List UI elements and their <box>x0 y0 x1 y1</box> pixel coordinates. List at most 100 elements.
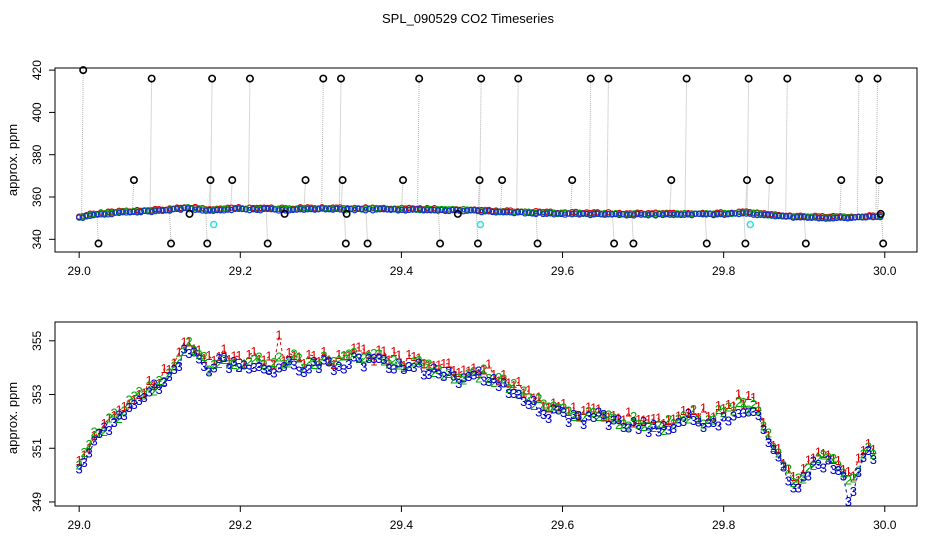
series-marker-3: 3 <box>830 462 837 477</box>
spike-line <box>365 209 369 244</box>
series-marker-3: 3 <box>845 494 852 509</box>
series-marker-1: 1 <box>290 348 297 363</box>
series-marker-1: 1 <box>175 344 182 359</box>
data-point <box>286 207 293 214</box>
series-marker-1: 1 <box>600 410 607 425</box>
series-marker-1: 1 <box>170 355 177 370</box>
series-marker-1: 1 <box>610 408 617 423</box>
series-marker-1: 1 <box>490 367 497 382</box>
series-marker-1: 1 <box>370 354 377 369</box>
data-point <box>195 206 203 213</box>
top-x-tick-label: 29.0 <box>67 264 91 278</box>
series-marker-3: 3 <box>145 384 152 399</box>
series-marker-3: 3 <box>135 393 142 408</box>
spike-point <box>682 74 691 83</box>
spike-line <box>588 78 592 215</box>
data-point <box>605 211 612 218</box>
spike-point <box>453 209 462 218</box>
data-point <box>561 211 569 218</box>
series-marker-2: 2 <box>610 410 617 425</box>
top-x-tick-label: 30.0 <box>873 264 897 278</box>
spike-point <box>741 239 750 248</box>
data-point <box>242 206 250 213</box>
data-point <box>268 205 275 213</box>
series-marker-2: 2 <box>111 406 118 421</box>
series-marker-2: 2 <box>350 345 357 360</box>
series-marker-2: 2 <box>91 424 98 439</box>
series-marker-2: 2 <box>385 357 392 372</box>
series-marker-2: 2 <box>165 365 172 380</box>
series-marker-1: 1 <box>520 385 527 400</box>
series-marker-3: 3 <box>735 406 742 421</box>
data-point <box>837 214 844 221</box>
series-marker-3: 3 <box>160 375 167 390</box>
data-point <box>358 205 366 213</box>
series-marker-3: 3 <box>690 413 697 428</box>
series-marker-3: 3 <box>435 366 442 381</box>
series-marker-2: 2 <box>670 416 677 431</box>
series-marker-2: 2 <box>365 349 372 364</box>
series-marker-2: 2 <box>380 354 387 369</box>
spike-point <box>586 74 595 83</box>
series-marker-1: 1 <box>96 425 103 440</box>
series-marker-2: 2 <box>870 447 877 462</box>
series-marker-1: 1 <box>615 410 622 425</box>
data-point <box>108 210 115 218</box>
series-marker-2: 2 <box>360 351 367 366</box>
series-marker-1: 1 <box>755 399 762 414</box>
spike-line <box>516 78 519 213</box>
series-marker-1: 1 <box>495 373 502 388</box>
series-marker-2: 2 <box>845 473 852 488</box>
series-marker-1: 1 <box>455 365 462 380</box>
series-marker-1: 1 <box>665 413 672 428</box>
spike-point <box>185 209 194 218</box>
data-point <box>507 209 514 216</box>
data-point <box>833 214 841 222</box>
series-marker-1: 1 <box>485 357 492 372</box>
spike-point <box>338 176 347 185</box>
series-marker-3: 3 <box>445 364 452 379</box>
series-marker-2: 2 <box>500 371 507 386</box>
series-marker-2: 2 <box>660 423 667 438</box>
spike-line <box>839 180 842 219</box>
data-point <box>844 215 851 222</box>
series-marker-2: 2 <box>345 347 352 362</box>
spike-point <box>667 176 676 185</box>
series-marker-1: 1 <box>460 363 467 378</box>
spike-line <box>877 180 880 218</box>
series-marker-2: 2 <box>655 418 662 433</box>
bottom-series-lines <box>78 335 874 504</box>
series-marker-1: 1 <box>465 363 472 378</box>
series-marker-3: 3 <box>195 351 202 366</box>
series-marker-3: 3 <box>280 359 287 374</box>
data-point <box>521 210 529 217</box>
series-marker-1: 1 <box>590 401 597 416</box>
series-marker-1: 1 <box>535 390 542 405</box>
series-marker-1: 1 <box>135 387 142 402</box>
series-marker-3: 3 <box>665 423 672 438</box>
series-marker-2: 2 <box>510 376 517 391</box>
spike-line <box>149 78 153 212</box>
series-marker-1: 1 <box>160 361 167 376</box>
series-marker-2: 2 <box>735 395 742 410</box>
series-marker-3: 3 <box>255 359 262 374</box>
series-marker-1: 1 <box>690 403 697 418</box>
series-marker-2: 2 <box>160 374 167 389</box>
data-point <box>152 207 159 214</box>
spike-line <box>611 214 615 244</box>
series-marker-2: 2 <box>465 366 472 381</box>
series-marker-3: 3 <box>365 351 372 366</box>
bottom-x-tick-label: 29.8 <box>712 518 736 532</box>
series-marker-2: 2 <box>730 403 737 418</box>
series-marker-1: 1 <box>645 412 652 427</box>
series-marker-2: 2 <box>630 409 637 424</box>
series-marker-1: 1 <box>295 349 302 364</box>
series-marker-1: 1 <box>121 399 128 414</box>
series-marker-2: 2 <box>210 357 217 372</box>
series-marker-2: 2 <box>600 408 607 423</box>
series-marker-2: 2 <box>340 349 347 364</box>
series-marker-3: 3 <box>495 379 502 394</box>
series-marker-3: 3 <box>485 374 492 389</box>
series-marker-3: 3 <box>575 408 582 423</box>
series-marker-3: 3 <box>125 400 132 415</box>
